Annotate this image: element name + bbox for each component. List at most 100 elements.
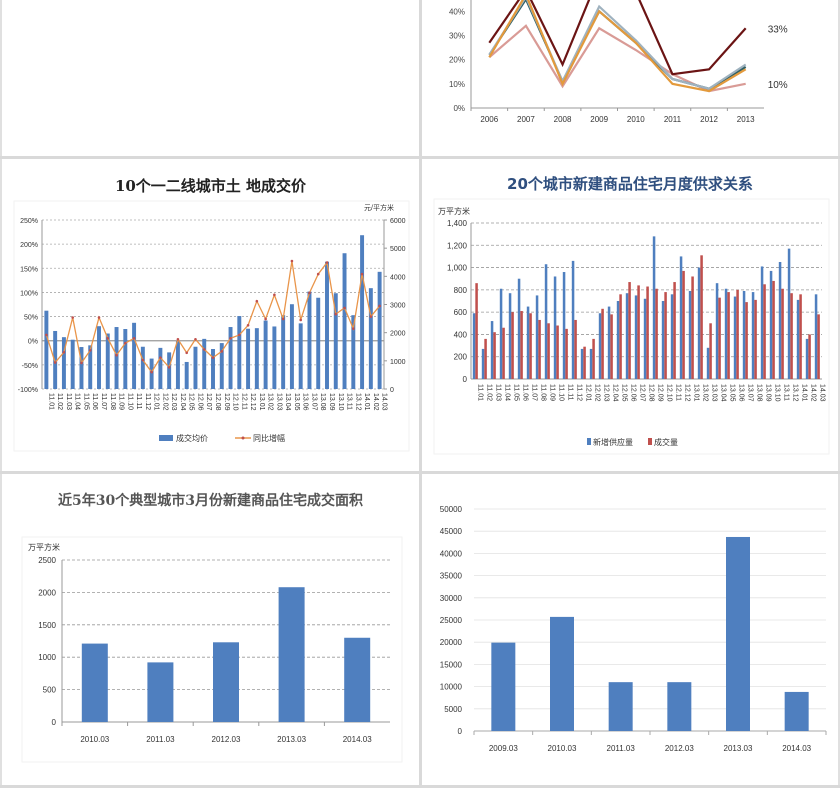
svg-text:5000: 5000 — [390, 246, 406, 253]
empty-panel — [2, 0, 419, 156]
bar — [814, 294, 818, 379]
bar — [628, 282, 631, 379]
x-tick: 13.04 — [720, 384, 727, 402]
annotation-10: 10% — [768, 80, 788, 91]
bar — [667, 682, 692, 731]
x-tick: 13.05 — [293, 393, 300, 411]
bar — [526, 306, 530, 379]
bar — [520, 311, 523, 379]
x-tick: 11.04 — [504, 384, 511, 401]
x-tick: 12.08 — [648, 384, 655, 402]
bar — [817, 314, 820, 379]
bar — [733, 296, 737, 379]
bar — [70, 339, 75, 389]
bar — [368, 288, 373, 389]
x-tick: 11.08 — [109, 393, 116, 410]
bar — [272, 326, 277, 389]
x-tick: 2013.03 — [724, 744, 753, 753]
bar — [550, 616, 574, 731]
bar — [619, 294, 622, 379]
svg-text:0%: 0% — [28, 339, 38, 346]
y-tick: 20% — [449, 56, 465, 65]
svg-text:50000: 50000 — [440, 505, 463, 514]
y-unit: 万平方米 — [28, 542, 60, 552]
bar — [213, 642, 239, 722]
march-area-panel: 近5年30个典型城市3月份新建商品住宅成交面积 万平方米 2500 2000 1500… — [2, 474, 419, 785]
svg-text:600: 600 — [454, 308, 468, 317]
bar — [193, 346, 198, 389]
bar — [344, 637, 371, 722]
svg-text:1000: 1000 — [38, 653, 56, 662]
svg-text:2000: 2000 — [38, 588, 56, 597]
x-tick: 12.02 — [594, 384, 601, 402]
bar — [316, 297, 321, 389]
annotation-33: 33% — [768, 24, 788, 35]
x-tick: 13.06 — [738, 384, 745, 402]
y-unit: 万平方米 — [438, 206, 470, 216]
x-tick: 11.11 — [135, 393, 142, 410]
x-tick: 13.03 — [275, 393, 282, 411]
x-tick: 2009 — [590, 115, 608, 124]
svg-text:20000: 20000 — [440, 638, 463, 647]
series-line — [488, 0, 747, 93]
x-tick: 11.10 — [558, 384, 565, 401]
bar — [254, 328, 259, 389]
x-tick: 12.10 — [232, 393, 239, 411]
bar — [763, 284, 766, 379]
x-tick: 2009.03 — [489, 744, 518, 753]
x-tick: 11.02 — [56, 393, 63, 410]
bar — [652, 236, 656, 379]
bar — [123, 329, 128, 389]
bar — [724, 288, 728, 379]
x-tick: 12.08 — [214, 393, 221, 411]
x-tick: 12.06 — [630, 384, 637, 402]
bar — [601, 308, 604, 379]
x-tick: 11.07 — [100, 393, 107, 410]
bar — [760, 266, 764, 379]
bar — [808, 334, 811, 379]
x-tick: 11.03 — [495, 384, 502, 401]
svg-text:25000: 25000 — [440, 616, 463, 625]
x-tick: 12.11 — [240, 393, 247, 410]
bar — [787, 248, 791, 379]
bar — [625, 293, 629, 379]
bar — [790, 293, 793, 379]
bar — [673, 282, 676, 379]
right-axis-unit: 元/平方米 — [364, 203, 394, 212]
bar — [796, 299, 800, 379]
x-tick: 12.12 — [684, 384, 691, 402]
svg-text:35000: 35000 — [440, 572, 463, 581]
bar — [664, 292, 667, 379]
bar — [377, 271, 382, 389]
svg-text:45000: 45000 — [440, 527, 463, 536]
bar — [246, 328, 251, 389]
x-tick: 13.03 — [711, 384, 718, 402]
land-price-chart: 250% 200% 150% 100% 50% 0% -50% -100% 6000 5000 40… — [13, 200, 410, 452]
svg-text:5000: 5000 — [444, 705, 462, 714]
left-border — [0, 0, 2, 788]
svg-text:200%: 200% — [20, 242, 38, 249]
y-tick: 10% — [449, 80, 465, 89]
x-tick: 2010.03 — [80, 735, 109, 744]
svg-text:0: 0 — [458, 727, 463, 736]
bar — [491, 642, 516, 731]
bar — [167, 352, 172, 389]
growth-line-chart: 0% 10% 20% 30% 40% 2006 2007 2008 2009 2010 2011 20… — [442, 0, 827, 130]
x-tick: 13.09 — [328, 393, 335, 411]
x-tick: 2010 — [627, 115, 645, 124]
x-tick: 11.01 — [477, 384, 484, 401]
bar — [44, 310, 49, 389]
svg-text:30000: 30000 — [440, 594, 463, 603]
x-tick: 2014.03 — [782, 744, 811, 753]
x-tick: 12.09 — [657, 384, 664, 402]
bar — [580, 348, 584, 379]
x-tick: 11.01 — [47, 393, 54, 410]
x-tick: 2011 — [664, 115, 682, 124]
legend-price: 成交均价 — [176, 433, 208, 443]
x-tick: 13.04 — [284, 393, 291, 411]
x-tick: 2012 — [700, 115, 718, 124]
bar — [184, 361, 189, 389]
bar — [607, 306, 611, 379]
x-tick: 13.02 — [702, 384, 709, 402]
bar — [544, 264, 548, 379]
